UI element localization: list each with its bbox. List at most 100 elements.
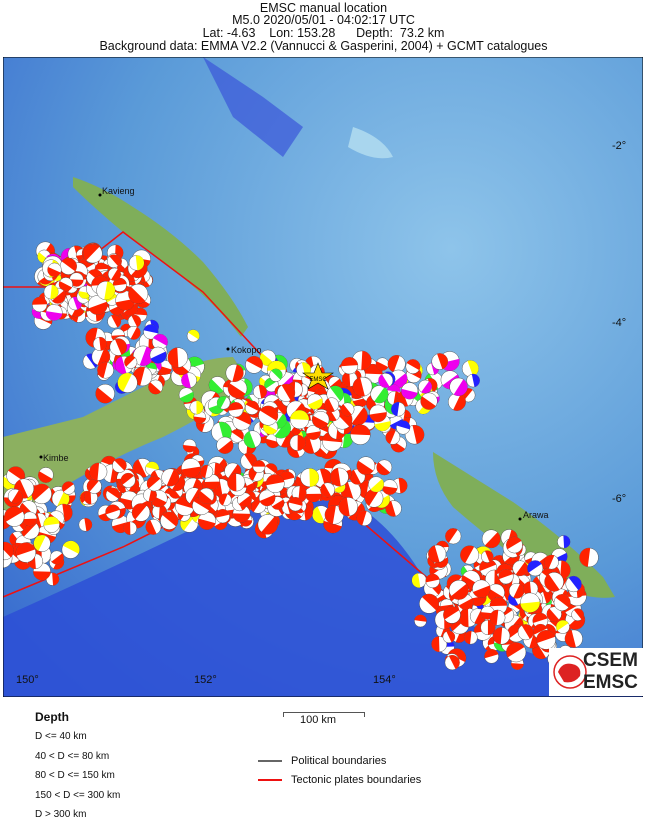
focal-mechanism-quadrant — [51, 553, 64, 565]
focal-mechanism-quadrant — [420, 396, 436, 410]
focal-mechanism-quadrant — [356, 510, 367, 526]
svg-text:Kokopo: Kokopo — [231, 345, 262, 355]
focal-mechanism-quadrant — [204, 481, 220, 490]
focal-mechanism-quadrant — [398, 477, 408, 494]
focal-mechanism-quadrant — [150, 351, 167, 364]
focal-mechanism-quadrant — [86, 478, 100, 492]
focal-mechanism-quadrant — [555, 594, 571, 608]
focal-mechanism-quadrant — [274, 420, 291, 439]
focal-mechanism-quadrant — [132, 503, 147, 520]
focal-mechanism-quadrant — [448, 648, 466, 663]
tectonic-line — [258, 779, 282, 781]
focal-mechanism-quadrant — [95, 387, 113, 404]
lat-tick: -2° — [612, 140, 627, 152]
focal-mechanism-quadrant — [563, 535, 571, 549]
focal-mechanism-quadrant — [135, 255, 145, 271]
focal-mechanism-quadrant — [261, 516, 278, 535]
focal-mechanism-quadrant — [89, 462, 100, 481]
focal-mechanism-quadrant — [464, 631, 472, 645]
focal-mechanism-quadrant — [448, 655, 460, 670]
focal-mechanism-quadrant — [506, 536, 522, 550]
focal-mechanism-quadrant — [511, 663, 524, 670]
focal-mechanism-quadrant — [382, 485, 398, 495]
focal-mechanism-quadrant — [297, 435, 306, 451]
focal-mechanism-quadrant — [556, 620, 569, 631]
place-arawa: Arawa — [518, 510, 549, 521]
focal-mechanism-quadrant — [198, 518, 216, 530]
seismic-map[interactable]: Kavieng Kokopo Kimbe Arawa EMSC — [3, 57, 643, 697]
depth-class: D > 300 km — [35, 809, 87, 820]
focal-mechanism-quadrant — [111, 314, 121, 328]
focal-mechanism-quadrant — [564, 630, 576, 648]
focal-mechanism-quadrant — [349, 469, 362, 485]
logo: CSEM EMSC — [549, 648, 643, 696]
focal-mechanism-quadrant — [231, 429, 244, 440]
focal-mechanism-quadrant — [267, 360, 286, 371]
focal-mechanism-quadrant — [196, 400, 204, 415]
star-icon — [302, 362, 334, 390]
focal-mechanism-quadrant — [61, 258, 77, 272]
focal-mechanism-quadrant — [431, 636, 440, 652]
focal-mechanism-quadrant — [166, 469, 180, 487]
focal-mechanism-quadrant — [246, 356, 263, 369]
focal-mechanism-quadrant — [263, 423, 278, 435]
place-kimbe: Kimbe — [39, 453, 69, 463]
focal-mechanism-quadrant — [446, 630, 455, 643]
focal-mechanism-quadrant — [489, 597, 508, 607]
focal-mechanism-quadrant — [120, 323, 133, 334]
epicenter[interactable]: EMSC — [302, 362, 334, 390]
focal-mechanism-quadrant — [479, 559, 497, 571]
focal-mechanism-quadrant — [306, 431, 321, 440]
focal-mechanism-quadrant — [146, 476, 161, 489]
political-line — [258, 760, 282, 762]
depth-class: 80 < D <= 150 km — [35, 770, 115, 781]
focal-mechanism-quadrant — [391, 402, 400, 417]
focal-mechanism-quadrant — [323, 520, 342, 534]
focal-mechanism-quadrant — [148, 382, 161, 395]
focal-mechanism-quadrant — [536, 630, 556, 643]
scale-label: 100 km — [300, 714, 337, 726]
focal-mechanism-quadrant — [105, 504, 120, 515]
focal-mechanism-quadrant — [451, 583, 469, 600]
focal-mechanism-quadrant — [88, 301, 108, 315]
focal-mechanism-quadrant — [521, 624, 534, 639]
focal-mechanism-quadrant — [330, 468, 341, 487]
focal-mechanism-quadrant — [573, 608, 584, 620]
focal-mechanism-quadrant — [3, 542, 14, 558]
focal-mechanism-quadrant — [22, 518, 37, 526]
focal-mechanism-quadrant — [468, 595, 487, 606]
focal-mechanism-quadrant — [369, 412, 387, 422]
focal-mechanism-quadrant — [181, 372, 191, 388]
focal-mechanism-quadrant — [99, 337, 107, 351]
focal-mechanism-quadrant — [520, 601, 540, 613]
focal-mechanism-quadrant — [266, 474, 285, 486]
focal-mechanism-quadrant — [162, 511, 179, 527]
focal-mechanism-quadrant — [396, 420, 411, 430]
focal-mechanism-quadrant — [124, 355, 136, 367]
focal-mechanism-quadrant — [84, 490, 92, 505]
focal-mechanism-quadrant — [484, 649, 499, 659]
lat-tick: -6° — [612, 493, 627, 505]
focal-mechanism-quadrant — [458, 608, 469, 628]
focal-mechanism-quadrant — [43, 516, 60, 526]
focal-mechanism-quadrant — [544, 573, 560, 592]
focal-mechanism-quadrant — [298, 485, 307, 501]
focal-mechanism-quadrant — [32, 297, 48, 305]
focal-mechanism-quadrant — [324, 505, 336, 525]
focal-mechanism-quadrant — [69, 279, 84, 287]
focal-mechanism-quadrant — [111, 268, 121, 281]
focal-mechanism-quadrant — [307, 398, 323, 410]
focal-mechanism-quadrant — [434, 557, 449, 568]
focal-mechanism-quadrant — [232, 364, 244, 382]
focal-mechanism-quadrant — [31, 484, 50, 501]
focal-mechanism-quadrant — [309, 468, 319, 487]
focal-mechanism-quadrant — [50, 284, 59, 300]
focal-mechanism-quadrant — [340, 404, 352, 417]
focal-mechanism-quadrant — [245, 400, 259, 411]
focal-mechanism-quadrant — [330, 385, 344, 402]
background-line: Background data: EMMA V2.2 (Vannucci & G… — [99, 39, 548, 53]
epicenter-label: EMSC — [309, 377, 327, 383]
focal-mechanism-quadrant — [333, 483, 346, 493]
focal-mechanism-quadrant — [62, 504, 73, 522]
focal-mechanism-quadrant — [385, 430, 396, 444]
